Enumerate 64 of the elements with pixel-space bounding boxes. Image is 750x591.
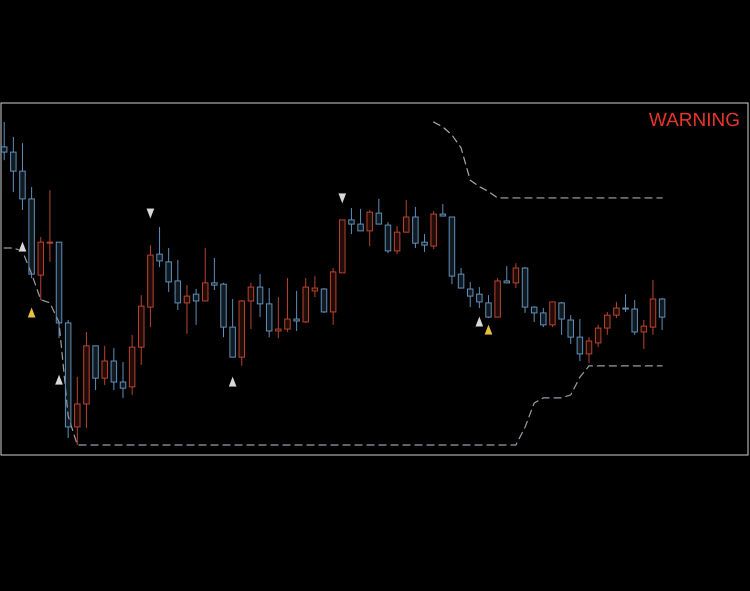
point bbox=[18, 240, 27, 252]
candlestick bbox=[10, 136, 17, 193]
candlestick bbox=[312, 276, 318, 298]
candlestick bbox=[522, 266, 528, 314]
annotation: WARNING bbox=[648, 110, 740, 131]
candlestick bbox=[485, 294, 492, 319]
candlestick bbox=[83, 331, 90, 428]
candlestick bbox=[302, 278, 309, 324]
candlestick bbox=[512, 262, 520, 289]
candlestick bbox=[348, 207, 355, 235]
point bbox=[27, 306, 36, 318]
candlestick bbox=[184, 284, 190, 334]
candlestick bbox=[256, 274, 264, 318]
candlestick bbox=[266, 288, 272, 338]
candlestick bbox=[640, 320, 648, 350]
candlestick bbox=[631, 299, 638, 336]
candlestick bbox=[120, 361, 126, 398]
candlestick bbox=[622, 294, 629, 312]
candlestick bbox=[192, 288, 200, 326]
candlestick bbox=[275, 296, 282, 339]
candlestick bbox=[476, 286, 483, 309]
candlestick bbox=[19, 142, 26, 210]
candlestick bbox=[558, 301, 565, 336]
candlestick bbox=[604, 311, 611, 336]
candlestick bbox=[165, 248, 172, 292]
candlestick bbox=[211, 258, 218, 290]
candlestick bbox=[586, 336, 592, 364]
point bbox=[338, 192, 347, 204]
candlestick bbox=[530, 306, 538, 322]
candlestick bbox=[101, 345, 108, 386]
candlestick bbox=[284, 278, 291, 332]
candlestick bbox=[138, 294, 145, 366]
candlestick bbox=[658, 298, 666, 331]
candlestick bbox=[594, 324, 602, 348]
candlestick bbox=[330, 268, 336, 326]
candlestick bbox=[147, 244, 154, 328]
candlestick bbox=[46, 190, 54, 262]
point bbox=[474, 316, 484, 327]
candlestick bbox=[576, 318, 584, 362]
candlestick bbox=[38, 236, 44, 300]
point bbox=[228, 376, 238, 388]
candlestick bbox=[110, 348, 118, 391]
candlestick bbox=[567, 314, 574, 344]
candlestick bbox=[128, 334, 136, 396]
candlestick bbox=[156, 226, 163, 268]
candlestick bbox=[74, 376, 81, 446]
candlestick bbox=[238, 299, 246, 366]
candlestick bbox=[28, 186, 35, 279]
candlestick bbox=[64, 320, 72, 438]
candlestick bbox=[174, 259, 182, 310]
point bbox=[54, 374, 64, 386]
candlestick bbox=[394, 226, 400, 255]
candlestick bbox=[248, 282, 254, 330]
candlestick bbox=[466, 281, 474, 308]
candlestick bbox=[412, 206, 419, 248]
candlestick bbox=[613, 301, 620, 319]
candlestick bbox=[430, 210, 437, 250]
point bbox=[484, 324, 493, 336]
candlestick bbox=[320, 288, 328, 314]
candlestick bbox=[421, 234, 428, 252]
candlestick bbox=[650, 279, 656, 336]
candlestick bbox=[0, 122, 8, 161]
point bbox=[146, 208, 155, 220]
candlestick bbox=[293, 290, 300, 332]
